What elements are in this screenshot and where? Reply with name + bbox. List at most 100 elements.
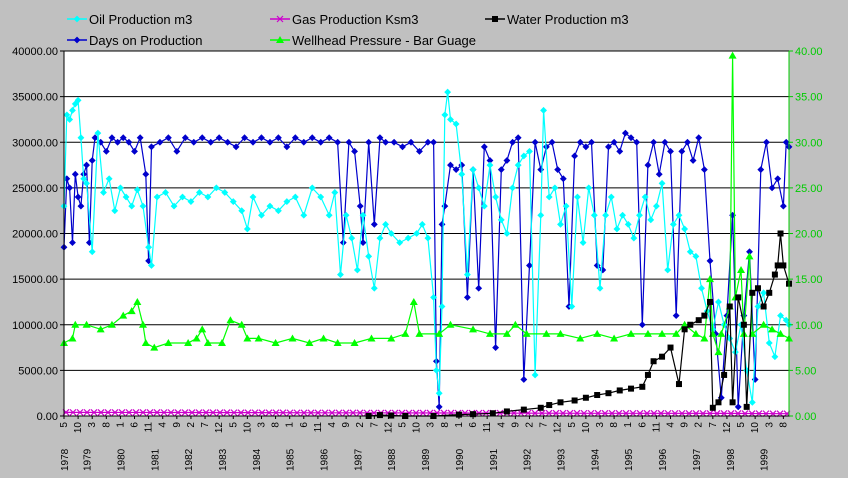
data-point bbox=[283, 198, 291, 205]
data-point bbox=[608, 409, 616, 417]
x-year-label: 1992 bbox=[523, 448, 534, 471]
data-point bbox=[136, 134, 144, 142]
data-point bbox=[249, 193, 257, 201]
data-point bbox=[636, 409, 644, 417]
data-point bbox=[111, 207, 119, 215]
data-point bbox=[667, 147, 674, 155]
data-point bbox=[251, 409, 259, 417]
x-month-label: 10 bbox=[581, 422, 592, 434]
y-tick-label: 5000.00 bbox=[18, 365, 58, 377]
data-point bbox=[717, 329, 726, 337]
x-month-label: 12 bbox=[722, 422, 733, 434]
data-point bbox=[610, 334, 619, 342]
data-point bbox=[777, 312, 784, 320]
series-lines bbox=[60, 51, 793, 419]
data-point bbox=[125, 138, 133, 146]
data-point bbox=[629, 409, 637, 417]
data-point bbox=[678, 409, 686, 417]
x-month-label: 3 bbox=[426, 422, 437, 428]
x-month-label: 8 bbox=[271, 422, 282, 428]
data-point bbox=[526, 262, 533, 269]
data-point bbox=[300, 211, 308, 219]
data-point bbox=[138, 320, 147, 328]
x-year-label: 1994 bbox=[590, 448, 601, 471]
data-point bbox=[118, 409, 126, 416]
data-point bbox=[108, 134, 116, 142]
data-point bbox=[503, 230, 511, 237]
x-year-label: 1993 bbox=[556, 448, 567, 471]
data-point bbox=[424, 138, 432, 146]
data-point bbox=[557, 220, 564, 228]
data-point bbox=[195, 189, 203, 196]
data-point bbox=[179, 193, 186, 201]
data-point bbox=[190, 138, 198, 146]
data-point bbox=[659, 353, 666, 360]
data-point bbox=[229, 198, 237, 205]
data-point bbox=[455, 411, 462, 418]
data-point bbox=[71, 100, 79, 108]
data-point bbox=[615, 409, 623, 417]
y2-tick-label: 25.00 bbox=[795, 183, 823, 195]
data-point bbox=[348, 234, 356, 242]
data-point bbox=[469, 166, 477, 174]
data-point bbox=[142, 170, 150, 178]
legend-item-days-on-production: Days on Production bbox=[67, 33, 202, 48]
data-point bbox=[226, 316, 235, 324]
data-point bbox=[463, 293, 471, 301]
data-point bbox=[452, 166, 460, 174]
data-point bbox=[438, 303, 446, 310]
data-point bbox=[643, 329, 652, 337]
data-point bbox=[774, 262, 781, 269]
data-point bbox=[258, 211, 265, 219]
x-month-label: 11 bbox=[313, 422, 324, 433]
data-point bbox=[148, 143, 155, 151]
data-point bbox=[349, 409, 357, 417]
data-point bbox=[509, 138, 516, 146]
legend-marker bbox=[73, 15, 81, 23]
x-month-label: 3 bbox=[87, 422, 98, 428]
data-point bbox=[545, 193, 553, 201]
x-month-label: 12 bbox=[553, 422, 564, 434]
x-month-label: 5 bbox=[398, 422, 409, 428]
data-point bbox=[557, 399, 564, 406]
data-point bbox=[359, 211, 367, 219]
legend-marker bbox=[276, 36, 284, 43]
legend-label: Days on Production bbox=[89, 33, 202, 48]
data-point bbox=[365, 138, 373, 146]
x-month-label: 1 bbox=[454, 422, 465, 428]
x-year-label: 1991 bbox=[489, 448, 500, 471]
data-point bbox=[258, 409, 266, 417]
legend-marker bbox=[492, 16, 498, 22]
data-point bbox=[714, 348, 723, 356]
data-point bbox=[128, 202, 136, 210]
data-point bbox=[706, 409, 714, 417]
data-point bbox=[545, 409, 553, 417]
data-point bbox=[647, 216, 655, 224]
data-point bbox=[145, 243, 153, 251]
data-point bbox=[104, 408, 112, 416]
data-point bbox=[573, 409, 581, 417]
x-month-label: 7 bbox=[200, 422, 211, 428]
data-point bbox=[376, 134, 384, 142]
data-point bbox=[271, 339, 280, 346]
x-month-label: 11 bbox=[144, 422, 155, 433]
data-point bbox=[83, 408, 91, 416]
data-point bbox=[237, 320, 246, 328]
data-point bbox=[576, 334, 585, 342]
data-point bbox=[695, 317, 702, 324]
data-point bbox=[207, 138, 215, 146]
data-point bbox=[735, 294, 742, 301]
data-point bbox=[661, 138, 669, 146]
data-point bbox=[164, 339, 173, 346]
data-point bbox=[571, 397, 578, 404]
data-point bbox=[745, 252, 754, 260]
data-point bbox=[633, 138, 641, 146]
x-month-label: 6 bbox=[468, 422, 479, 428]
data-point bbox=[675, 211, 683, 219]
data-point bbox=[122, 193, 130, 201]
data-point bbox=[554, 166, 562, 174]
y2-tick-label: 40.00 bbox=[795, 46, 823, 58]
data-point bbox=[664, 266, 672, 274]
data-point bbox=[314, 409, 322, 417]
